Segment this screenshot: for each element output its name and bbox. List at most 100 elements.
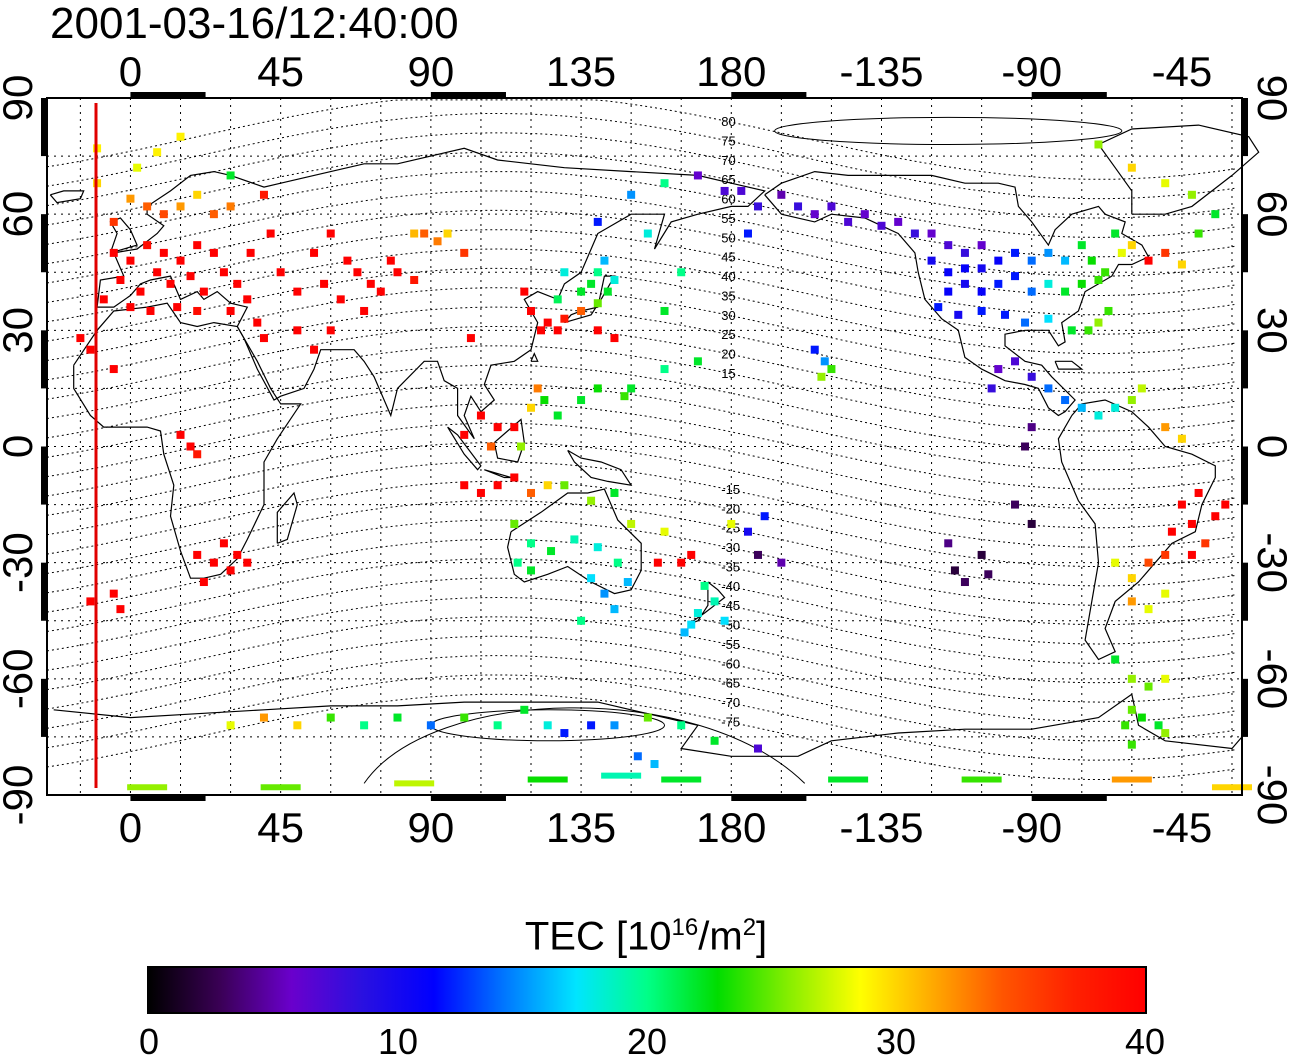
tec-data-point — [476, 411, 485, 420]
tec-data-point — [994, 256, 1003, 265]
right-scale-bar — [1242, 214, 1248, 273]
tec-data-point — [1027, 519, 1036, 528]
left-latitude-tick-label: -30 — [0, 532, 41, 593]
tec-data-point — [977, 306, 986, 315]
magnetic-latitude-line — [46, 248, 1236, 335]
tec-data-point — [199, 287, 208, 296]
tec-data-point — [601, 772, 642, 779]
tec-data-point — [627, 384, 636, 393]
tec-data-point — [894, 217, 903, 226]
bottom-scale-bar — [1031, 795, 1107, 801]
tec-data-point — [493, 721, 502, 730]
colorbar-tick-label: 20 — [626, 1021, 668, 1062]
tec-data-point — [510, 423, 519, 432]
left-latitude-tick-label: -60 — [0, 648, 41, 709]
map-frame — [41, 92, 1248, 801]
magnetic-latitude-label: 65 — [721, 172, 735, 187]
tec-data-point — [600, 256, 609, 265]
tec-data-point — [1127, 396, 1136, 405]
tec-data-point — [1077, 279, 1086, 288]
colorbar — [147, 966, 1147, 1014]
tec-data-point — [253, 318, 262, 327]
tec-data-point — [1087, 256, 1096, 265]
right-scale-bar — [1242, 562, 1248, 621]
magnetic-latitude-label: -25 — [721, 521, 740, 536]
coastline — [1054, 360, 1084, 370]
magnetic-latitude-label: 20 — [721, 346, 735, 361]
tec-data-point — [293, 326, 302, 335]
tec-data-point — [226, 566, 235, 575]
tec-data-point — [693, 609, 702, 618]
tec-data-point — [844, 217, 853, 226]
tec-data-point — [737, 186, 746, 195]
tec-data-point — [593, 217, 602, 226]
tec-data-point — [513, 558, 522, 567]
tec-data-point — [577, 396, 586, 405]
top-longitude-tick-label: 45 — [257, 48, 304, 95]
magnetic-latitude-label: -60 — [721, 656, 740, 671]
tec-data-point — [476, 488, 485, 497]
tec-data-point — [593, 384, 602, 393]
tec-data-point — [627, 519, 636, 528]
tec-data-point — [660, 527, 669, 536]
magnetic-latitude-line — [46, 635, 1236, 722]
tec-data-point — [1144, 682, 1153, 691]
tec-data-point — [176, 430, 185, 439]
magnetic-latitude-line — [46, 500, 1236, 587]
tec-data-point — [527, 776, 568, 783]
tec-data-point — [493, 481, 502, 490]
magnetic-latitude-line — [46, 480, 1236, 567]
tec-data-point — [209, 210, 218, 219]
tec-data-point — [777, 190, 786, 199]
tec-data-point — [710, 736, 719, 745]
tec-data-point — [587, 279, 596, 288]
tec-data-point — [243, 558, 252, 567]
magnetic-latitude-line — [46, 326, 1236, 413]
tec-data-point — [109, 365, 118, 374]
tec-data-point — [610, 488, 619, 497]
coastline — [49, 190, 85, 204]
left-scale-bar — [41, 330, 47, 389]
tec-data-point — [520, 287, 529, 296]
tec-data-point — [1021, 442, 1030, 451]
tec-data-point — [577, 306, 586, 315]
coastlines — [49, 124, 1260, 757]
tec-data-point — [226, 202, 235, 211]
tec-data-point — [610, 334, 619, 343]
top-scale-bar — [1031, 92, 1107, 98]
magnetic-latitude-line — [46, 113, 1236, 200]
tec-data-point — [1084, 326, 1093, 335]
magnetic-latitude-line — [46, 655, 1236, 742]
tec-data-point — [753, 202, 762, 211]
tec-data-point — [1044, 248, 1053, 257]
tec-data-point — [293, 287, 302, 296]
tec-data-point — [610, 721, 619, 730]
tec-data-point — [1161, 248, 1170, 257]
tec-data-point — [410, 229, 419, 238]
tec-data-point — [326, 326, 335, 335]
tec-data-point — [360, 721, 369, 730]
tec-data-point — [1161, 674, 1170, 683]
magnetic-latitude-line — [46, 345, 1236, 432]
coastline — [764, 170, 1150, 417]
tec-data-point — [527, 539, 536, 548]
tec-data-point — [977, 550, 986, 559]
tec-data-point — [193, 190, 202, 199]
tec-data-point — [1027, 287, 1036, 296]
tec-data-point — [677, 721, 686, 730]
tec-data-point — [199, 578, 208, 587]
tec-data-point — [209, 558, 218, 567]
tec-data-point — [994, 279, 1003, 288]
coastline — [276, 491, 298, 544]
magnetic-latitude-line — [46, 596, 1236, 684]
tec-data-point — [493, 423, 502, 432]
tec-data-point — [860, 210, 869, 219]
magnetic-latitude-line — [46, 577, 1236, 664]
bottom-longitude-tick-label: -135 — [839, 804, 923, 851]
tec-data-point — [817, 372, 826, 381]
tec-data-point — [1187, 550, 1196, 559]
tec-data-point — [693, 357, 702, 366]
tec-data-point — [226, 171, 235, 180]
tec-data-point — [176, 132, 185, 141]
magnetic-latitude-label: 55 — [721, 211, 735, 226]
